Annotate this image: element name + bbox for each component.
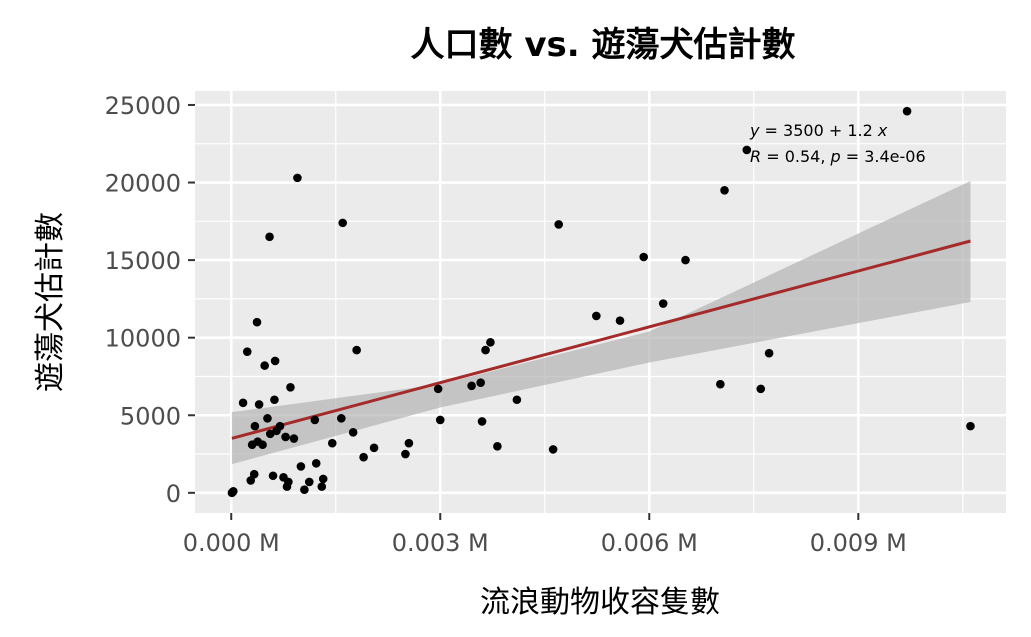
- y-tick-label: 0: [166, 480, 181, 508]
- x-tick-label: 0.006 M: [601, 529, 698, 557]
- confidence-band: [231, 180, 971, 465]
- regression-line-group: [231, 239, 971, 440]
- eq-body: = 3500 + 1.2: [759, 121, 877, 140]
- chart-title: 人口數 vs. 遊蕩犬估計數: [411, 25, 796, 65]
- data-point: [286, 383, 295, 392]
- data-point: [258, 440, 267, 450]
- data-point: [270, 395, 279, 405]
- eq-x-var: x: [877, 121, 888, 140]
- stat-r-value: = 0.54,: [761, 147, 830, 166]
- eq-y-var: y: [749, 121, 760, 140]
- data-point: [966, 421, 975, 431]
- data-point: [486, 338, 495, 347]
- data-point: [756, 384, 766, 394]
- data-point: [318, 474, 328, 484]
- data-point: [681, 255, 690, 265]
- data-point: [720, 185, 729, 195]
- data-point: [476, 378, 485, 387]
- data-point: [252, 317, 262, 327]
- data-point: [352, 345, 361, 355]
- confidence-band-area: [231, 180, 971, 465]
- data-point: [658, 299, 668, 308]
- data-point: [300, 485, 309, 495]
- x-tick-label: 0.000 M: [183, 529, 280, 557]
- data-point: [337, 414, 346, 423]
- data-point: [242, 347, 252, 356]
- data-point: [250, 421, 260, 431]
- data-point: [548, 445, 558, 454]
- data-point: [477, 417, 487, 426]
- x-axis-ticks: 0.000 M 0.003 M 0.006 M 0.009 M: [183, 513, 907, 557]
- data-point: [902, 106, 912, 116]
- data-point: [263, 414, 272, 423]
- data-point: [265, 232, 274, 242]
- data-point: [435, 415, 445, 425]
- data-point: [348, 428, 358, 437]
- data-point: [404, 438, 414, 448]
- data-point: [742, 145, 752, 155]
- data-point: [281, 432, 290, 442]
- data-point: [293, 173, 302, 183]
- data-point: [401, 449, 410, 459]
- regression-stats: R = 0.54, p = 3.4e-06: [750, 147, 926, 166]
- regression-equation: y = 3500 + 1.2 x: [749, 121, 888, 140]
- stat-p-label: p: [830, 147, 841, 166]
- data-point: [310, 415, 320, 425]
- data-point: [433, 384, 443, 394]
- data-point: [493, 441, 502, 451]
- data-points: [227, 106, 975, 498]
- data-point: [369, 443, 379, 453]
- data-point: [764, 348, 774, 358]
- data-point: [338, 218, 348, 228]
- regression-line: [231, 239, 971, 440]
- data-point: [275, 421, 285, 431]
- y-tick-label: 5000: [120, 402, 181, 430]
- data-point: [481, 345, 490, 355]
- y-tick-label: 10000: [105, 325, 181, 353]
- y-axis-title: 遊蕩犬估計數: [33, 212, 68, 392]
- stat-p-value: = 3.4e-06: [841, 147, 926, 166]
- data-point: [284, 477, 293, 487]
- data-point: [359, 452, 368, 462]
- data-point: [639, 252, 648, 262]
- data-point: [554, 220, 563, 229]
- y-axis-ticks: 0 5000 10000 15000 20000 25000: [105, 92, 195, 508]
- x-tick-label: 0.003 M: [392, 529, 489, 557]
- data-point: [238, 398, 248, 408]
- data-point: [229, 486, 238, 496]
- data-point: [268, 471, 278, 481]
- stat-r-label: R: [750, 147, 761, 166]
- data-point: [317, 482, 327, 491]
- data-point: [512, 395, 522, 405]
- grid-lines: [195, 91, 1006, 513]
- data-point: [260, 361, 269, 370]
- data-point: [615, 316, 625, 325]
- data-point: [467, 381, 476, 391]
- data-point: [270, 356, 280, 366]
- data-point: [592, 311, 601, 321]
- data-point: [311, 459, 321, 468]
- data-point: [296, 462, 306, 471]
- x-tick-label: 0.009 M: [810, 529, 907, 557]
- data-point: [289, 434, 299, 443]
- data-point: [249, 469, 259, 479]
- data-point: [254, 400, 264, 409]
- x-axis-title: 流浪動物收容隻數: [480, 585, 720, 620]
- data-point: [716, 379, 725, 389]
- y-tick-label: 20000: [105, 170, 181, 198]
- data-point: [304, 477, 314, 487]
- y-tick-label: 15000: [105, 247, 181, 275]
- y-tick-label: 25000: [105, 92, 181, 120]
- data-point: [327, 438, 337, 448]
